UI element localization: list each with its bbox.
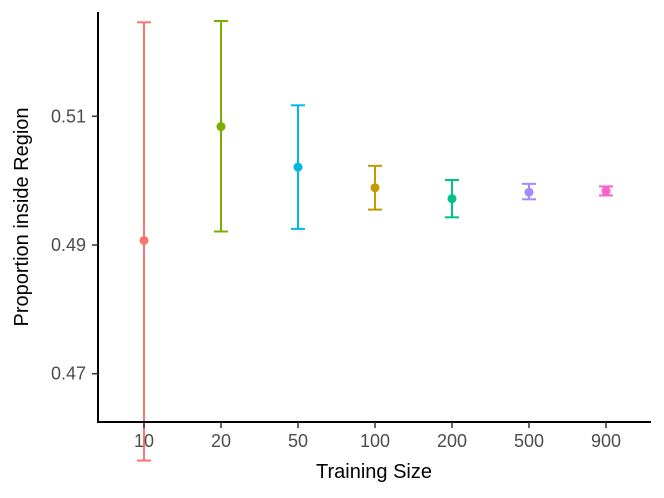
x-tick-label: 500 <box>514 431 544 451</box>
y-tick-label: 0.49 <box>51 235 86 255</box>
data-point-50 <box>293 162 303 172</box>
x-axis-ticks: 10 20 50 100 200 500 900 <box>134 422 621 451</box>
data-point-900 <box>601 186 611 196</box>
x-tick-label: 10 <box>134 431 154 451</box>
data-point-200 <box>447 194 457 204</box>
y-tick-label: 0.47 <box>51 364 86 384</box>
x-axis-title: Training Size <box>316 461 432 483</box>
x-tick-label: 900 <box>591 431 621 451</box>
y-axis-title: Proportion inside Region <box>11 107 33 326</box>
x-tick-label: 50 <box>288 431 308 451</box>
data-point-100 <box>370 183 380 193</box>
plot-marks <box>137 20 613 462</box>
data-point-10 <box>139 235 149 245</box>
y-axis-ticks: 0.47 0.49 0.51 <box>51 106 98 384</box>
y-tick-label: 0.51 <box>51 106 86 126</box>
x-tick-label: 20 <box>211 431 231 451</box>
data-point-500 <box>524 187 534 197</box>
data-point-20 <box>216 122 226 132</box>
x-tick-label: 100 <box>360 431 390 451</box>
x-tick-label: 200 <box>437 431 467 451</box>
